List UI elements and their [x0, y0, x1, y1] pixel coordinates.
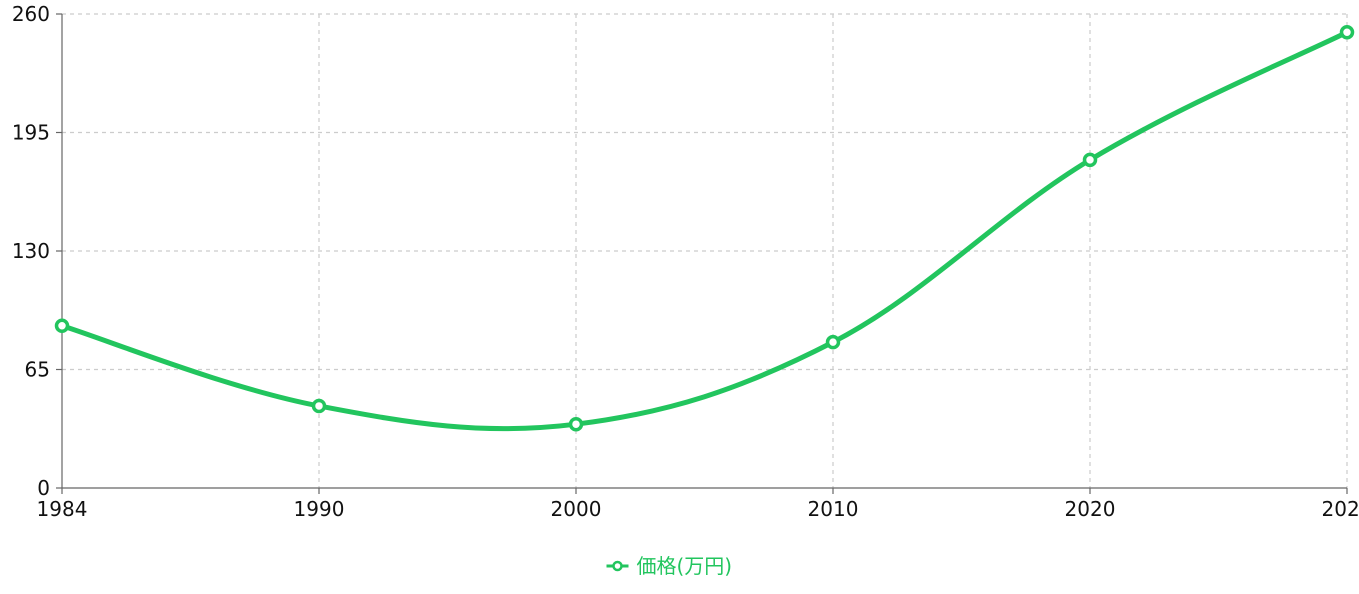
- data-point[interactable]: [1339, 24, 1355, 40]
- x-tick-label: 2000: [551, 497, 602, 521]
- data-point[interactable]: [54, 318, 70, 333]
- legend-item[interactable]: 価格(万円): [606, 554, 733, 578]
- legend[interactable]: 価格(万円): [606, 554, 733, 578]
- data-point[interactable]: [1082, 152, 1098, 168]
- data-point[interactable]: [568, 416, 584, 432]
- y-tick-label: 260: [12, 2, 50, 26]
- x-tick-label: 1984: [37, 497, 88, 521]
- series-line: [59, 29, 1350, 432]
- y-tick-label: 0: [37, 476, 50, 500]
- data-point[interactable]: [825, 334, 841, 350]
- series-layer: [54, 24, 1355, 432]
- y-tick-label: 195: [12, 121, 50, 145]
- y-tick-label: 130: [12, 239, 50, 263]
- data-point[interactable]: [311, 398, 327, 414]
- x-tick-label: 1990: [294, 497, 345, 521]
- grid-layer: [62, 13, 1348, 488]
- axis-layer: 0 65 130 195 260 1984 1990 2000 2010 2020 2024: [12, 2, 1359, 521]
- x-tick-label: 2020: [1065, 497, 1116, 521]
- x-tick-label: 2024: [1322, 497, 1359, 521]
- legend-marker-icon: [612, 560, 623, 572]
- x-tick-label: 2010: [808, 497, 859, 521]
- legend-label: 価格(万円): [637, 554, 733, 578]
- y-tick-label: 65: [25, 358, 50, 382]
